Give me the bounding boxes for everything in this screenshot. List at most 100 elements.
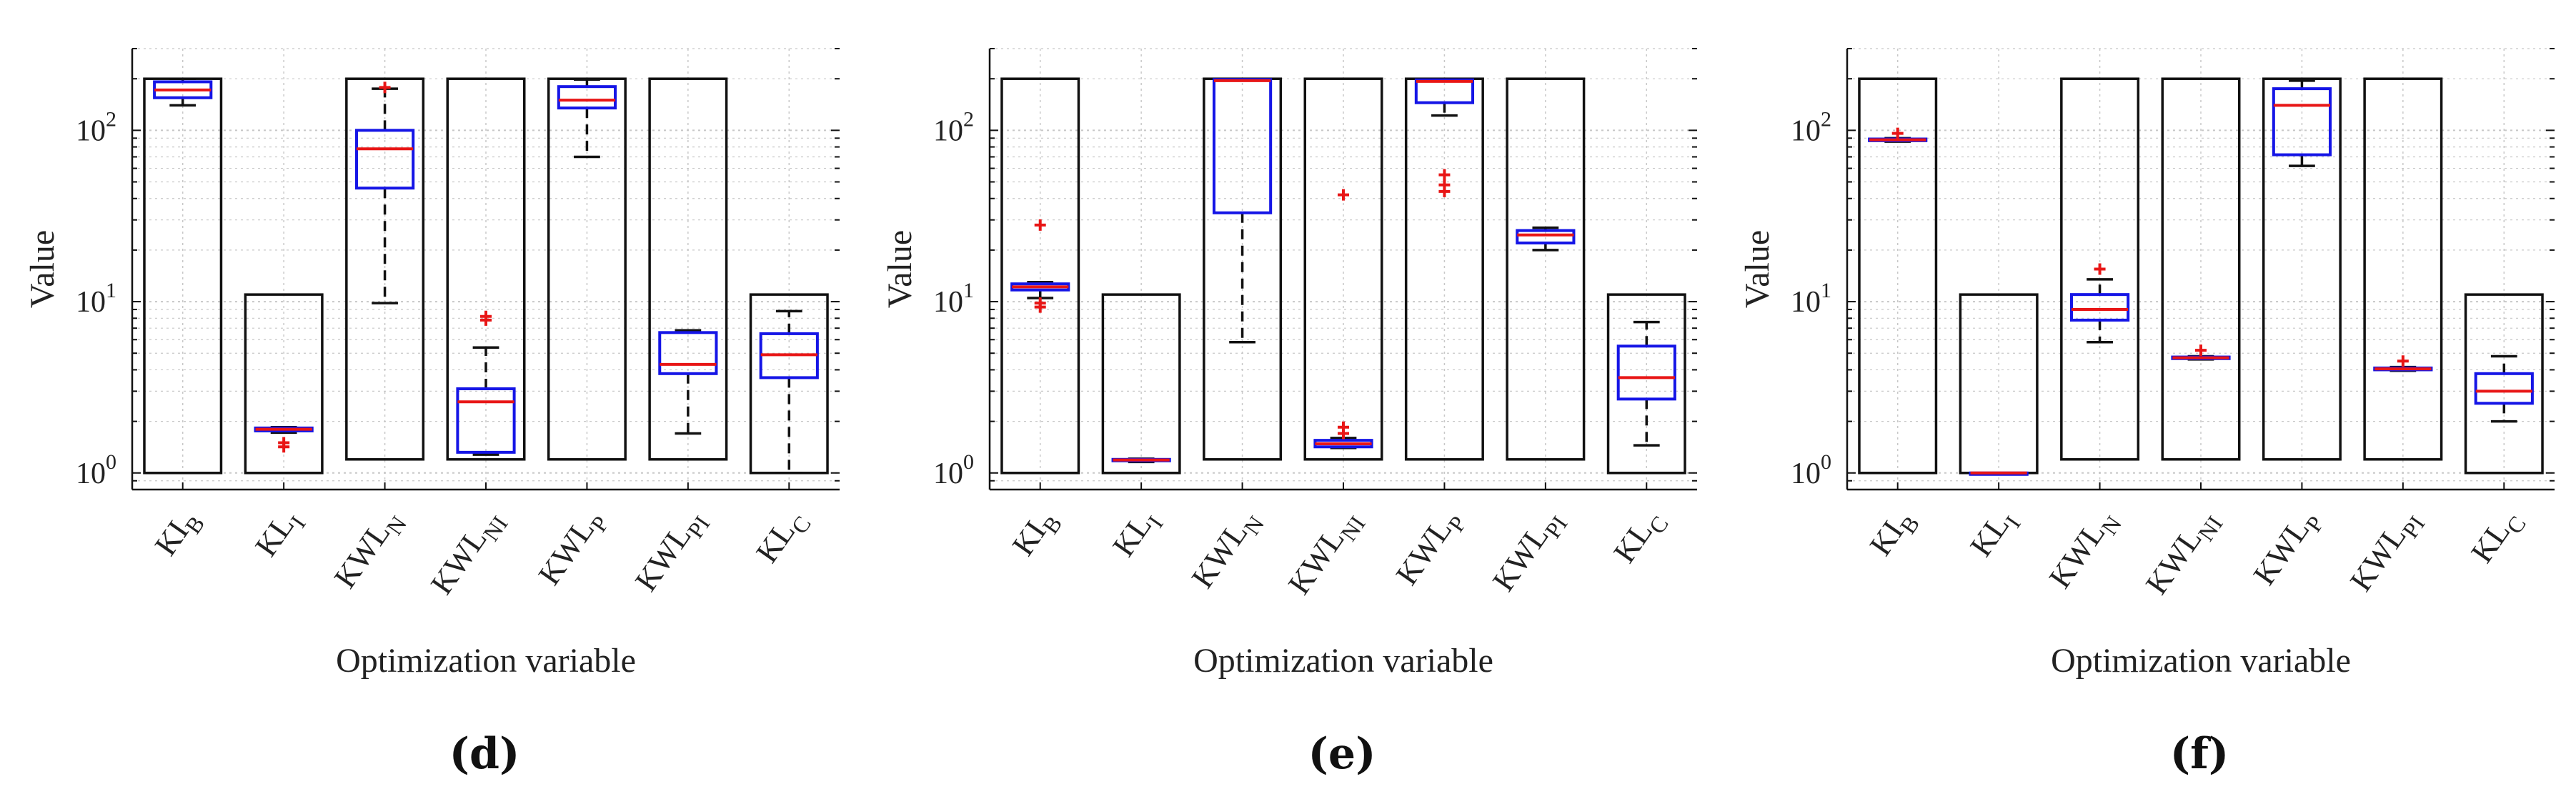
boxplot-2 — [1212, 77, 1273, 344]
boxplot-6 — [2474, 354, 2534, 423]
boxplot-1 — [254, 425, 314, 453]
x-tick-label: KLI — [1963, 502, 2025, 567]
boxplot-6 — [759, 309, 819, 475]
boxplot-4 — [2272, 79, 2332, 167]
y-axis-label: Value — [1739, 230, 1776, 308]
outlier-marker — [1338, 427, 1349, 440]
x-tick-label: KLI — [1105, 502, 1168, 567]
iqr-box — [2069, 293, 2130, 322]
boxplot-1 — [1111, 457, 1171, 464]
x-axis-label: Optimization variable — [2051, 642, 2351, 680]
bound-rect — [648, 77, 728, 461]
x-tick-label: KWLP — [2247, 502, 2329, 595]
y-axis-label: Value — [881, 230, 919, 308]
bound-rect — [2262, 77, 2342, 461]
panel-f: 100 101 102 Value KIB KLI KWLN KWLNI KWLP KWLPI KL… — [1739, 48, 2555, 779]
x-axis-label: Optimization variable — [336, 642, 636, 680]
x-tick-label: KLC — [1606, 502, 1673, 573]
iqr-box — [658, 331, 718, 375]
boxplot-6 — [1616, 320, 1676, 447]
bound-rect — [446, 77, 526, 461]
iqr-box — [1616, 344, 1676, 401]
y-tick-label: 102 — [76, 107, 116, 147]
outlier-marker — [1891, 127, 1904, 139]
bound-rect — [2060, 77, 2140, 461]
panel-label: (d) — [449, 729, 520, 779]
x-tick-label: KWLNI — [424, 502, 512, 605]
x-tick-label: KWLPI — [2343, 502, 2430, 602]
y-tick-label: 101 — [76, 279, 116, 319]
y-tick-label: 102 — [1791, 107, 1831, 147]
outlier-marker — [2195, 344, 2207, 357]
iqr-box — [557, 85, 617, 110]
bound-rect — [1101, 293, 1181, 475]
panel-e: 100 101 102 Value KIB KLI KWLN KWLNI KWLP KWLPI KL… — [881, 48, 1697, 779]
boxplot-0 — [1010, 219, 1070, 313]
x-axis-label: Optimization variable — [1193, 642, 1493, 680]
boxplot-5 — [1516, 226, 1576, 252]
x-tick-label: KWLN — [327, 502, 412, 598]
x-tick-label: KIB — [1863, 502, 1924, 566]
outlier-marker — [2094, 263, 2106, 275]
boxplot-4 — [1414, 77, 1475, 197]
x-tick-label: KWLP — [532, 502, 614, 595]
bound-rect — [345, 77, 425, 461]
bound-rect — [2161, 77, 2241, 461]
outlier-marker — [1034, 219, 1046, 231]
bound-rect — [2464, 293, 2544, 475]
iqr-box — [1414, 78, 1475, 104]
outlier-marker — [278, 441, 290, 453]
x-tick-label: KWLP — [1389, 502, 1471, 595]
y-tick-label: 101 — [1791, 279, 1831, 319]
y-tick-label: 100 — [933, 450, 974, 490]
iqr-box — [2474, 372, 2534, 405]
outlier-marker — [1438, 169, 1451, 181]
x-tick-label: KIB — [1005, 502, 1067, 566]
bound-rect — [1959, 293, 2039, 475]
bound-rect — [1606, 293, 1686, 475]
iqr-box — [354, 129, 415, 190]
iqr-box — [456, 387, 516, 454]
boxplot-3 — [2171, 344, 2231, 361]
iqr-box — [1516, 229, 1576, 244]
x-tick-label: KWLN — [2042, 502, 2127, 598]
boxplot-0 — [1868, 127, 1928, 143]
outlier-marker — [1438, 185, 1451, 197]
y-axis-label: Value — [24, 230, 61, 308]
x-tick-label: KWLNI — [1281, 502, 1370, 605]
bound-rect — [244, 293, 324, 475]
bound-rect — [1858, 77, 1938, 475]
x-tick-label: KWLPI — [628, 502, 715, 602]
outlier-marker — [1034, 301, 1046, 313]
iqr-box — [2272, 87, 2332, 157]
bound-rect — [2363, 77, 2443, 461]
boxplot-3 — [1313, 189, 1373, 450]
y-tick-label: 101 — [933, 279, 974, 319]
x-tick-label: KWLNI — [2139, 502, 2227, 605]
outlier-marker — [2397, 355, 2409, 367]
boxplot-2 — [354, 81, 415, 304]
outlier-marker — [480, 310, 492, 322]
panel-label: (e) — [1308, 729, 1376, 779]
boxplot-1 — [1969, 471, 2029, 476]
y-tick-label: 100 — [1791, 450, 1831, 490]
panel-label: (f) — [2170, 729, 2229, 779]
panel-d: 100 101 102 Value KIB KLI KWLN KWLNI KWLP KWLPI KL… — [24, 48, 840, 779]
boxplot-0 — [153, 77, 213, 107]
boxplot-4 — [557, 78, 617, 159]
bound-rect — [1506, 77, 1586, 461]
outlier-marker — [379, 81, 391, 94]
boxplot-2 — [2069, 263, 2130, 344]
y-tick-label: 100 — [76, 450, 116, 490]
bound-rect — [1303, 77, 1383, 461]
bound-rect — [1000, 77, 1080, 475]
x-tick-label: KLI — [248, 502, 310, 567]
boxplot-3 — [456, 310, 516, 456]
x-tick-label: KWLPI — [1486, 502, 1572, 602]
y-tick-label: 102 — [933, 107, 974, 147]
x-tick-label: KLC — [749, 502, 815, 573]
x-tick-label: KWLN — [1185, 502, 1269, 598]
boxplot-5 — [658, 329, 718, 435]
x-tick-label: KIB — [148, 502, 209, 566]
